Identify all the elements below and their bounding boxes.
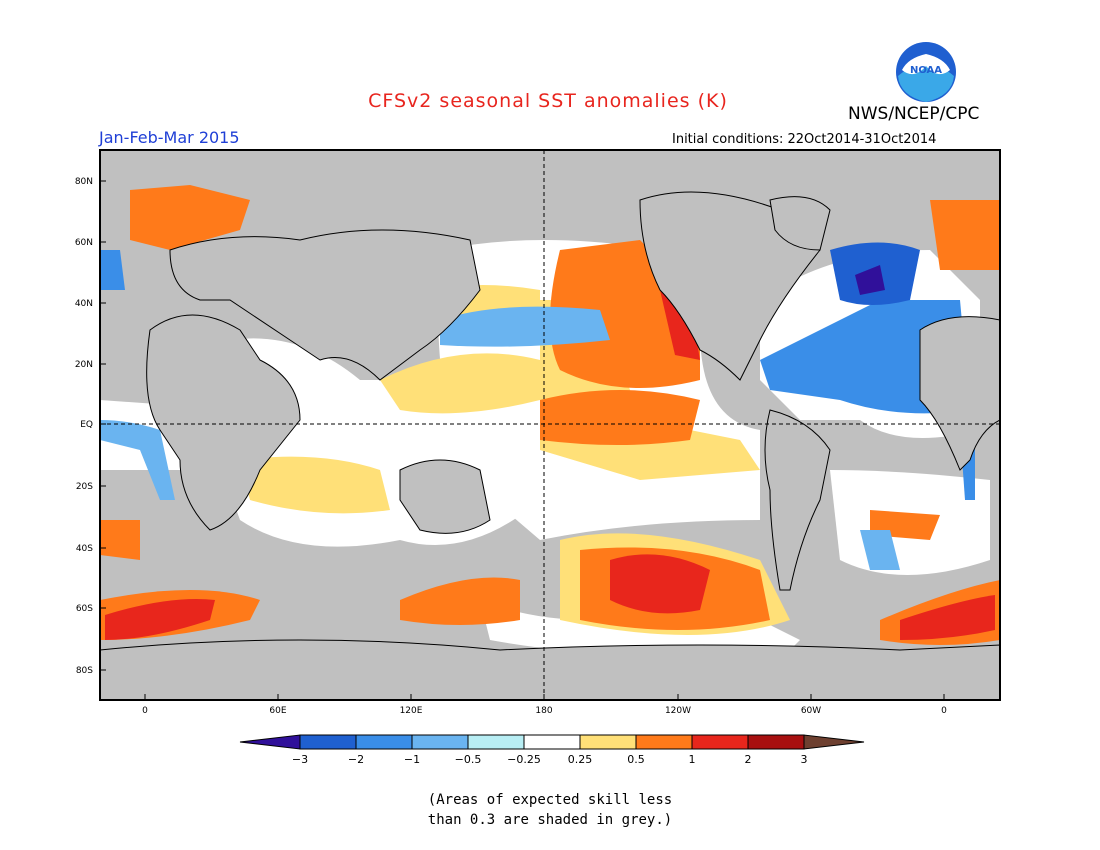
map-field xyxy=(100,150,1000,700)
colorbar-swatch xyxy=(411,734,469,750)
organization-label: NWS/NCEP/CPC xyxy=(848,104,980,124)
north-pacific-cool-blue xyxy=(440,306,610,347)
longitude-tick-label: 0 xyxy=(941,706,947,716)
colorbar-label: −0.25 xyxy=(507,753,541,766)
skill-footnote-line1: (Areas of expected skill less xyxy=(427,792,673,808)
south-atlantic-warm-orange-west xyxy=(100,520,140,560)
chart-title: CFSv2 seasonal SST anomalies (K) xyxy=(368,90,728,112)
colorbar-label: 1 xyxy=(689,753,696,766)
colorbar-swatch xyxy=(523,734,581,750)
colorbar-label: −0.5 xyxy=(455,753,482,766)
longitude-tick-label: 60E xyxy=(269,706,286,716)
latitude-axis: 80N 60N 40N 20N EQ 20S 40S 60S 80S xyxy=(75,177,106,676)
colorbar-label: −2 xyxy=(348,753,364,766)
noaa-logo-icon: NOAA xyxy=(896,42,956,102)
eurasia-outline xyxy=(169,229,481,381)
equatorial-pacific-warm-orange xyxy=(540,390,700,445)
north-atlantic-cool-blue xyxy=(760,300,970,414)
colorbar-swatch xyxy=(467,734,525,750)
south-atlantic-cool-blue xyxy=(860,530,900,570)
colorbar-high-arrow xyxy=(803,734,865,750)
latitude-tick-label: EQ xyxy=(80,420,93,430)
benguela-cool-blue xyxy=(100,420,175,500)
longitude-tick-label: 120W xyxy=(665,706,691,716)
colorbar-swatch xyxy=(355,734,413,750)
southern-ocean-warm-red-west xyxy=(105,599,215,640)
longitude-tick-label: 60W xyxy=(801,706,821,716)
south-america-outline xyxy=(764,409,831,591)
latitude-tick-label: 20S xyxy=(76,482,93,492)
colorbar-label: −1 xyxy=(404,753,420,766)
southern-ocean-warm-red-east xyxy=(900,595,995,640)
latitude-tick-label: 40S xyxy=(76,544,93,554)
logo-text: NOAA xyxy=(910,65,942,76)
southwest-pacific-warm-orange xyxy=(400,577,520,625)
south-indian-warm-yellow xyxy=(240,456,390,514)
latitude-tick-label: 80N xyxy=(75,177,93,187)
south-pacific-warm-red xyxy=(610,554,710,614)
colorbar-label: 3 xyxy=(801,753,808,766)
initial-conditions-label: Initial conditions: 22Oct2014-31Oct2014 xyxy=(672,132,937,147)
africa-right-outline xyxy=(919,316,1000,471)
season-label: Jan-Feb-Mar 2015 xyxy=(99,128,240,147)
nordic-seas-warm-orange xyxy=(930,200,1000,270)
longitude-tick-label: 180 xyxy=(535,706,552,716)
latitude-tick-label: 60N xyxy=(75,238,93,248)
longitude-tick-label: 120E xyxy=(400,706,423,716)
colorbar-swatch xyxy=(747,734,805,750)
map-frame xyxy=(99,149,1001,701)
latitude-tick-label: 40N xyxy=(75,299,93,309)
africa-left-outline xyxy=(146,314,301,531)
colorbar-low-arrow xyxy=(239,734,301,750)
west-pacific-warm-yellow xyxy=(380,353,540,414)
latitude-tick-label: 20N xyxy=(75,360,93,370)
greenland-outline xyxy=(769,196,831,251)
colorbar-swatch xyxy=(691,734,749,750)
coastlines xyxy=(100,191,1000,700)
colorbar-swatch xyxy=(299,734,357,750)
longitude-axis: 0 60E 120E 180 120W 60W 0 xyxy=(142,694,947,716)
north-america-outline xyxy=(639,191,821,381)
colorbar-swatch xyxy=(635,734,693,750)
colorbar-label: 0.5 xyxy=(627,753,645,766)
north-atlantic-arctic-warm-orange xyxy=(130,185,250,250)
antarctica-outline xyxy=(100,639,1000,700)
latitude-tick-label: 80S xyxy=(76,666,93,676)
colorbar-label: −3 xyxy=(292,753,308,766)
colorbar: −3 −2 −1 −0.5 −0.25 0.25 0.5 1 2 3 xyxy=(239,734,865,766)
latitude-tick-label: 60S xyxy=(76,604,93,614)
colorbar-label: 0.25 xyxy=(568,753,593,766)
colorbar-label: 2 xyxy=(745,753,752,766)
longitude-tick-label: 0 xyxy=(142,706,148,716)
skill-footnote-line2: than 0.3 are shaded in grey.) xyxy=(427,812,673,828)
subpolar-atlantic-cold-core xyxy=(855,265,885,295)
colorbar-swatches xyxy=(239,734,865,750)
australia-outline xyxy=(399,459,491,534)
colorbar-labels: −3 −2 −1 −0.5 −0.25 0.25 0.5 1 2 3 xyxy=(292,753,808,766)
colorbar-swatch xyxy=(579,734,637,750)
north-sea-cool-blue xyxy=(100,250,125,290)
